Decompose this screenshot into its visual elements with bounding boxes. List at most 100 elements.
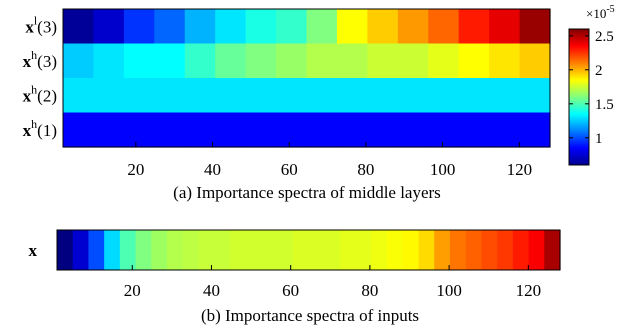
caption-b: (b) Importance spectra of inputs: [201, 306, 419, 325]
heatmap-a-cell: [397, 43, 429, 79]
heatmap-a-cell: [93, 43, 125, 79]
heatmap-b-cell: [72, 230, 90, 270]
heatmap-a-cell: [489, 43, 521, 79]
heatmap-b-cell: [119, 230, 137, 270]
heatmap-a-cell: [215, 9, 247, 45]
heatmap-b-cell: [339, 230, 357, 270]
x-b-tick-label: 40: [203, 281, 220, 300]
heatmap-b-cell: [355, 230, 372, 270]
heatmap-b-cell: [449, 230, 467, 270]
heatmap-b-cell: [57, 230, 74, 270]
colorbar-tick-label: 2.5: [595, 29, 614, 45]
heatmap-a-cell: [336, 78, 368, 114]
heatmap-b-cells: [57, 230, 561, 270]
heatmap-a-cell: [489, 112, 521, 148]
panel-a: xl(3) xh(3) xh(2) xh(1) 20 40 60 80 100 120 (a) …: [23, 4, 615, 202]
x-b-tick-label: 80: [361, 281, 378, 300]
heatmap-a-cell: [458, 43, 490, 79]
heatmap-b-cell: [229, 230, 247, 270]
caption-a: (a) Importance spectra of middle layers: [173, 183, 441, 202]
colorbar-tick-label: 1: [595, 131, 603, 147]
heatmap-b-cell: [465, 230, 483, 270]
heatmap-a-cell: [184, 43, 216, 79]
heatmap-a-cell: [458, 78, 490, 114]
row-label: xh(1): [23, 117, 57, 140]
heatmap-a-row-labels: xl(3) xh(3) xh(2) xh(1): [23, 13, 57, 140]
x-b-tick-label: 60: [282, 281, 299, 300]
heatmap-a-cell: [276, 78, 308, 114]
x-b-tick-label: 20: [124, 281, 141, 300]
heatmap-b-cell: [292, 230, 310, 270]
heatmap-a-cell: [428, 78, 460, 114]
heatmap-a-cell: [306, 78, 338, 114]
x-a-tick-label: 120: [507, 160, 533, 179]
heatmap-b-cell: [544, 230, 561, 270]
heatmap-b-cell: [198, 230, 215, 270]
heatmap-b-cell: [167, 230, 184, 270]
heatmap-a-cell: [215, 43, 247, 79]
colorbar-tick-label: 2: [595, 63, 603, 79]
heatmap-b-cell: [245, 230, 262, 270]
heatmap-a-cell: [63, 112, 95, 148]
heatmap-a-cell: [397, 112, 429, 148]
x-b-tick-label: 100: [436, 281, 462, 300]
heatmap-a-x-ticks: 20 40 60 80 100 120: [127, 142, 532, 179]
heatmap-b-cell: [387, 230, 404, 270]
heatmap-a-cell: [306, 43, 338, 79]
heatmap-a-cell: [519, 78, 551, 114]
colorbar: 1 1.5 2 2.5 ×10-5: [568, 4, 615, 166]
heatmap-b-cell: [497, 230, 514, 270]
heatmap-b-cell: [324, 230, 341, 270]
row-label: xl(3): [25, 13, 57, 36]
heatmap-b-cell: [418, 230, 435, 270]
heatmap-a-cell: [367, 43, 399, 79]
heatmap-b-cell: [135, 230, 152, 270]
heatmap-a-cell: [215, 78, 247, 114]
heatmap-a-cell: [397, 78, 429, 114]
heatmap-a-cell: [428, 112, 460, 148]
heatmap-a-cell: [123, 43, 155, 79]
heatmap-a-cell: [367, 78, 399, 114]
heatmap-a-cell: [306, 9, 338, 45]
heatmap-a-cell: [93, 9, 125, 45]
heatmap-a-cell: [184, 9, 216, 45]
heatmap-a-cell: [276, 112, 308, 148]
panel-b: x 20 40 60 80 100 120 (b) Importance spectra …: [29, 229, 561, 325]
colorbar-tick-label: 1.5: [595, 97, 614, 113]
heatmap-a-cell: [306, 112, 338, 148]
heatmap-a-cell: [367, 9, 399, 45]
x-a-tick-label: 40: [204, 160, 221, 179]
heatmap-a-cell: [519, 9, 551, 45]
heatmap-a-cell: [123, 78, 155, 114]
heatmap-b-cell: [104, 230, 121, 270]
heatmap-a-cell: [63, 78, 95, 114]
heatmap-a-cell: [154, 78, 186, 114]
heatmap-a-cell: [215, 112, 247, 148]
colorbar-ticks: 1 1.5 2 2.5: [569, 29, 614, 147]
x-a-tick-label: 20: [127, 160, 144, 179]
heatmap-a-cell: [489, 78, 521, 114]
heatmap-b-cell: [182, 230, 200, 270]
heatmap-a-cell: [154, 43, 186, 79]
heatmap-b-cell: [308, 230, 325, 270]
heatmap-a-cell: [519, 43, 551, 79]
heatmap-b-cell: [402, 230, 420, 270]
heatmap-a-cell: [63, 9, 95, 45]
heatmap-a-cell: [184, 78, 216, 114]
heatmap-b-cell: [88, 230, 105, 270]
heatmap-a-cell: [245, 43, 277, 79]
row-label: xh(2): [23, 82, 57, 105]
heatmap-a-cell: [276, 9, 308, 45]
row-label: xh(3): [23, 48, 57, 71]
heatmap-a-cell: [123, 9, 155, 45]
heatmap-b-cell: [528, 230, 545, 270]
heatmap-a-frame: [62, 8, 551, 148]
heatmap-b-cell: [261, 230, 278, 270]
heatmap-a-cell: [276, 43, 308, 79]
heatmap-b-cell: [512, 230, 530, 270]
heatmap-a-cell: [93, 112, 125, 148]
heatmap-a-cell: [428, 9, 460, 45]
x-a-tick-label: 60: [281, 160, 298, 179]
x-a-tick-label: 100: [430, 160, 456, 179]
